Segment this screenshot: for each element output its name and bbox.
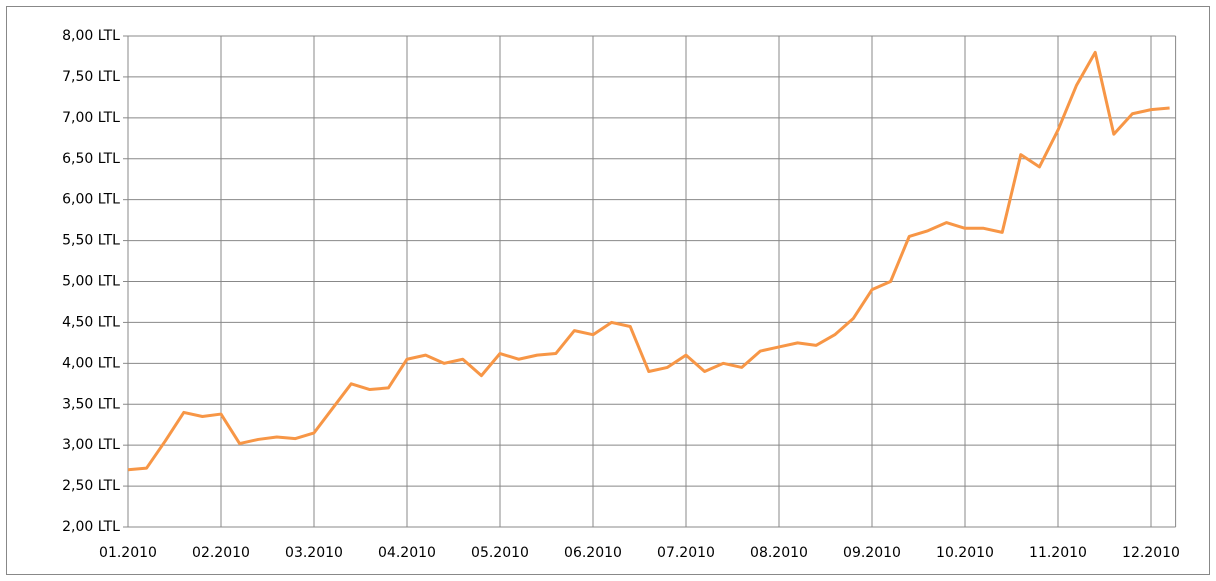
y-tick-label: 6,50 LTL bbox=[62, 151, 120, 167]
x-tick-label: 12.2010 bbox=[1122, 545, 1180, 561]
y-tick-label: 8,00 LTL bbox=[62, 28, 120, 44]
x-tick-label: 10.2010 bbox=[936, 545, 994, 561]
y-tick-label: 5,50 LTL bbox=[62, 233, 120, 249]
x-tick-label: 07.2010 bbox=[657, 545, 715, 561]
y-tick-label: 2,50 LTL bbox=[62, 478, 120, 494]
x-tick-label: 09.2010 bbox=[843, 545, 901, 561]
chart-border bbox=[6, 6, 1210, 575]
x-tick-label: 01.2010 bbox=[99, 545, 157, 561]
x-tick-label: 11.2010 bbox=[1029, 545, 1087, 561]
x-tick-label: 03.2010 bbox=[285, 545, 343, 561]
y-tick-label: 7,50 LTL bbox=[62, 69, 120, 85]
x-tick-label: 05.2010 bbox=[471, 545, 529, 561]
y-tick-label: 4,00 LTL bbox=[62, 355, 120, 371]
y-tick-label: 7,00 LTL bbox=[62, 110, 120, 126]
line bbox=[127, 50, 1170, 472]
x-tick-label: 04.2010 bbox=[378, 545, 436, 561]
y-tick-label: 3,00 LTL bbox=[62, 437, 120, 453]
x-tick-label: 08.2010 bbox=[750, 545, 808, 561]
y-tick-label: 6,00 LTL bbox=[62, 192, 120, 208]
y-tick-label: 5,00 LTL bbox=[62, 274, 120, 290]
y-tick-label: 4,50 LTL bbox=[62, 314, 120, 330]
x-tick-label: 06.2010 bbox=[564, 545, 622, 561]
y-tick-label: 2,00 LTL bbox=[62, 519, 120, 535]
x-tick-label: 02.2010 bbox=[192, 545, 250, 561]
y-tick-label: 3,50 LTL bbox=[62, 396, 120, 412]
